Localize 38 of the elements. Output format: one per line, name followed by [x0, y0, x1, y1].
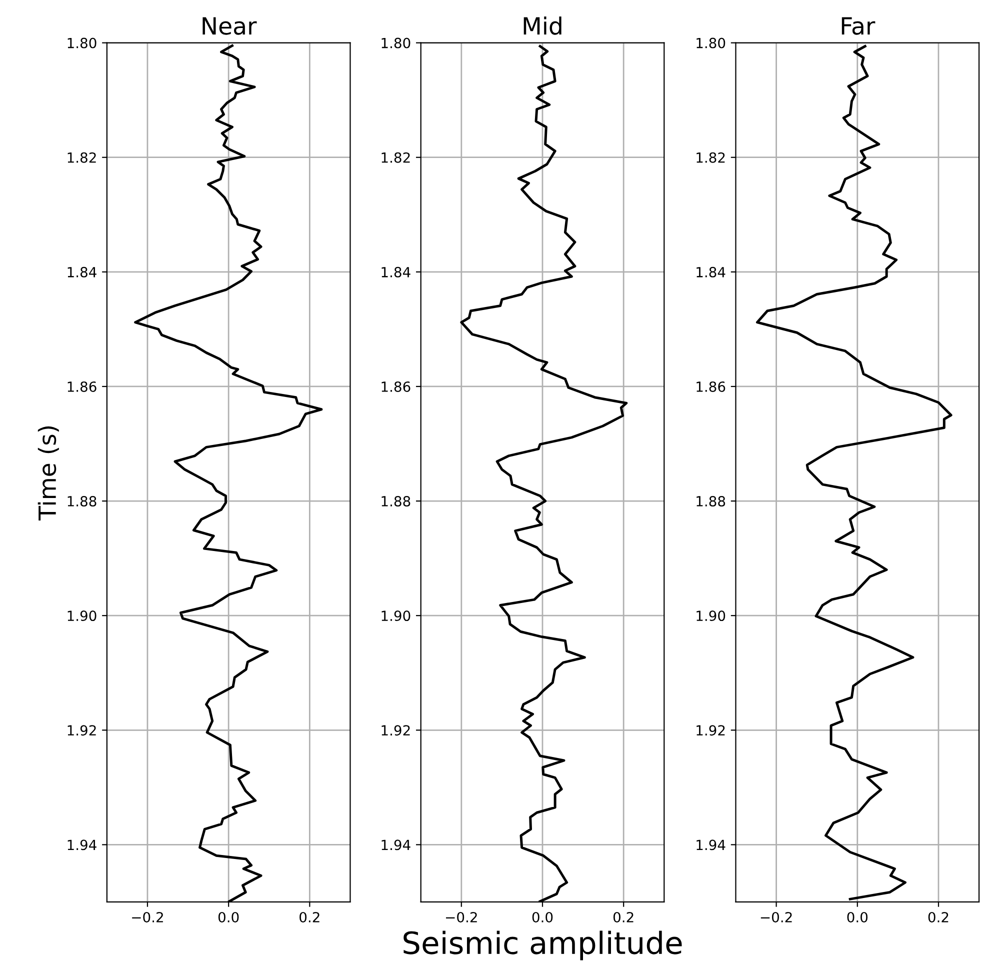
- x-tick-label: −0.2: [446, 912, 477, 922]
- y-tick-label: 1.82: [382, 152, 410, 163]
- y-tick-label: 1.90: [68, 610, 96, 622]
- y-tick-label: 1.84: [382, 266, 410, 278]
- y-tick-label: 1.86: [696, 381, 726, 392]
- y-tick-label: 1.92: [696, 725, 725, 736]
- x-tick-label: 0.2: [300, 912, 320, 922]
- y-tick-label: 1.80: [696, 38, 726, 48]
- y-tick-label: 1.88: [68, 496, 96, 507]
- x-tick-label: 0.0: [847, 912, 868, 922]
- y-tick-label: 1.82: [696, 152, 725, 163]
- y-tick-label: 1.88: [696, 496, 726, 507]
- y-tick-label: 1.90: [696, 610, 726, 622]
- y-tick-label: 1.82: [68, 152, 96, 163]
- y-tick-label: 1.92: [382, 725, 410, 736]
- y-tick-label: 1.86: [68, 381, 96, 392]
- x-axis-title: Seismic amplitude: [404, 930, 682, 960]
- y-tick-label: 1.92: [68, 725, 96, 736]
- y-tick-label: 1.84: [696, 266, 726, 278]
- chart-title: Near: [202, 17, 257, 35]
- y-tick-label: 1.90: [382, 610, 410, 622]
- y-tick-label: 1.80: [68, 38, 96, 48]
- x-tick-label: −0.2: [132, 912, 163, 922]
- y-tick-label: 1.94: [382, 840, 410, 850]
- y-tick-label: 1.84: [68, 266, 96, 278]
- y-tick-label: 1.94: [68, 840, 96, 850]
- y-tick-label: 1.88: [382, 496, 410, 507]
- chart-title: Mid: [524, 16, 562, 35]
- x-tick-label: 0.0: [218, 912, 239, 922]
- y-axis-title: Time (s): [38, 426, 59, 520]
- x-tick-label: 0.2: [613, 912, 634, 922]
- x-tick-label: −0.2: [760, 912, 792, 922]
- y-tick-label: 1.94: [696, 840, 726, 850]
- y-tick-label: 1.80: [382, 38, 410, 48]
- x-tick-label: 0.0: [532, 912, 553, 922]
- y-tick-label: 1.86: [382, 381, 410, 392]
- x-tick-label: 0.2: [928, 912, 948, 922]
- chart-title: Far: [842, 17, 876, 35]
